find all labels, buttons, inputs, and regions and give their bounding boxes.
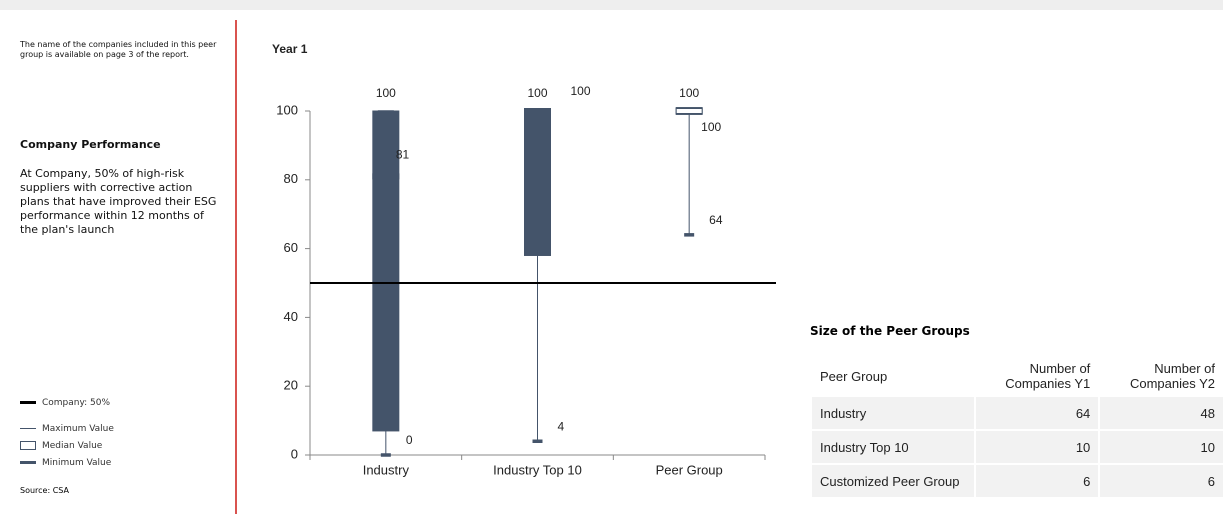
legend-swatch [20, 441, 36, 450]
y-tick-label: 40 [284, 309, 298, 324]
legend-swatch [20, 401, 36, 404]
y-tick-label: 20 [284, 378, 298, 393]
legend-item: Minimum Value [20, 458, 111, 468]
chart: Year 1 0 20 40 60 80 100 Industry 100 81 0 Industr… [272, 42, 776, 477]
table-title: Size of the Peer Groups [810, 324, 970, 338]
table-row: Industry Top 10 10 10 [812, 431, 1223, 463]
performance-text: At Company, 50% of high-risk suppliers w… [20, 167, 217, 236]
legend-label: Minimum Value [42, 458, 112, 468]
source: Source: CSA [20, 486, 69, 495]
table-body: Industry 64 48 Industry Top 10 10 10 Customize… [812, 397, 1223, 497]
median-label: 81 [396, 148, 410, 162]
x-tick-label: Industry Top 10 [493, 462, 582, 477]
header-cell: Number of Companies Y1 [1005, 361, 1091, 391]
table-cell: 6 [1098, 465, 1223, 497]
min-label: 0 [406, 433, 413, 447]
y-tick-label: 0 [291, 446, 298, 461]
divider [235, 20, 237, 514]
table-row: Customized Peer Group 6 6 [812, 465, 1223, 497]
median-marker [524, 108, 551, 114]
median-label: 100 [571, 84, 591, 98]
note: The name of the companies included in th… [20, 40, 217, 59]
top-band [0, 0, 1223, 10]
median-marker [675, 108, 703, 114]
y-tick-label: 100 [276, 102, 298, 117]
header-cell: Peer Group [820, 368, 888, 384]
min-label: 4 [558, 419, 565, 433]
table-cell: 48 [1098, 397, 1223, 429]
box [524, 110, 551, 256]
heading: Company Performance [20, 138, 161, 151]
median-label: 100 [701, 120, 721, 134]
legend-swatch [20, 428, 36, 429]
legend-item: Company: 50% [20, 398, 110, 408]
table-cell: 6 [973, 465, 1099, 497]
y-tick-label: 80 [284, 171, 298, 186]
table-cell: Industry Top 10 [812, 431, 974, 463]
table-cell: 64 [973, 397, 1099, 429]
chart-title: Year 1 [272, 42, 308, 56]
table-cell: Customized Peer Group [812, 465, 974, 497]
y-tick-label: 60 [284, 240, 298, 255]
table-cell: Industry [812, 397, 974, 429]
legend-item: Median Value [20, 441, 102, 451]
legend-swatch [20, 461, 36, 464]
left-panel: The name of the companies included in th… [20, 40, 220, 237]
max-label: 100 [527, 86, 547, 100]
max-label: 100 [376, 86, 396, 100]
x-tick-label: Peer Group [656, 462, 723, 477]
legend-label: Median Value [42, 441, 103, 451]
table-cell: 10 [1098, 431, 1223, 463]
legend-item: Maximum Value [20, 424, 114, 434]
max-label: 100 [679, 86, 699, 100]
x-tick-label: Industry [363, 462, 410, 477]
legend-label: Maximum Value [42, 424, 114, 434]
min-label: 64 [709, 213, 723, 227]
header-cell: Number of Companies Y2 [1129, 361, 1215, 391]
median-marker [372, 173, 400, 180]
table: Peer Group Number of Companies Y1 Number… [812, 355, 1223, 499]
table-row: Industry 64 48 [812, 397, 1223, 429]
box [372, 110, 400, 432]
table-cell: 10 [973, 431, 1099, 463]
legend-label: Company: 50% [42, 398, 111, 408]
